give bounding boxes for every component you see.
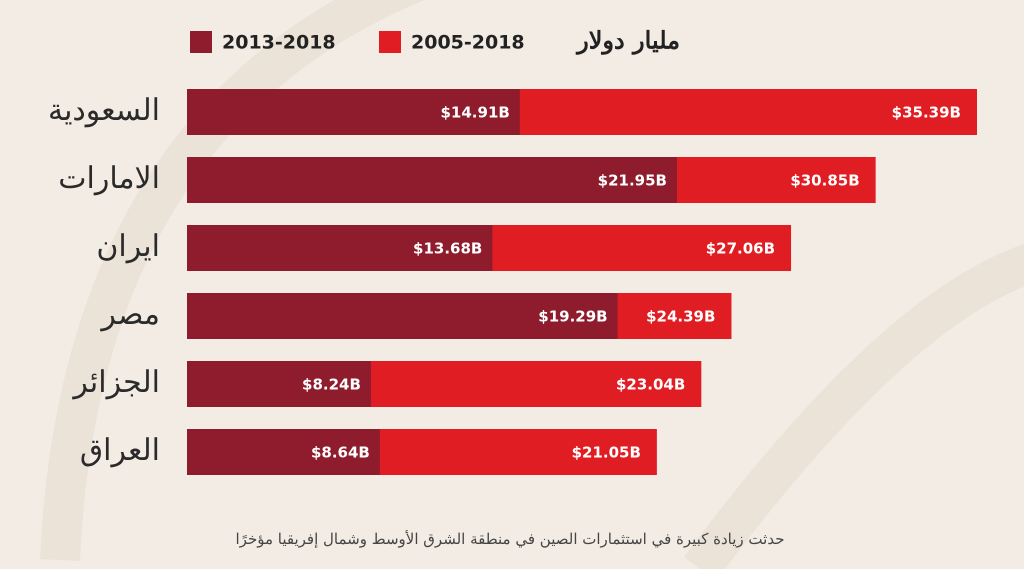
y-tick-label: الجزائر (71, 365, 160, 400)
bar (187, 361, 371, 407)
y-tick-label: السعودية (48, 93, 160, 128)
y-tick-label: العراق (80, 433, 160, 468)
value-label: $19.29B (538, 308, 607, 326)
bar (187, 429, 380, 475)
legend-swatch (190, 31, 212, 53)
decor-curve (683, 244, 1024, 569)
background-decoration (40, 0, 1024, 569)
value-label: $35.39B (892, 104, 961, 122)
value-label: $8.64B (311, 444, 370, 462)
bar (187, 225, 493, 271)
value-label: $23.04B (616, 376, 685, 394)
value-label: $27.06B (706, 240, 775, 258)
legend-swatch (379, 31, 401, 53)
legend-label: 2013-2018 (222, 32, 336, 54)
value-label: $8.24B (302, 376, 361, 394)
caption: حدثت زيادة كبيرة في استثمارات الصين في م… (236, 530, 785, 548)
value-label: $21.95B (598, 172, 667, 190)
bar (187, 293, 618, 339)
value-label: $21.05B (572, 444, 641, 462)
value-label: $30.85B (790, 172, 859, 190)
decor-curve (40, 0, 425, 561)
bar (187, 157, 677, 203)
y-tick-label: ايران (96, 229, 160, 264)
bar (187, 89, 520, 135)
y-tick-label: الامارات (58, 161, 160, 196)
value-label: $24.39B (646, 308, 715, 326)
chart-title: مليار دولار (575, 26, 680, 56)
y-tick-label: مصر (99, 297, 160, 332)
value-label: $14.91B (441, 104, 510, 122)
value-label: $13.68B (413, 240, 482, 258)
legend-label: 2005-2018 (411, 32, 525, 54)
